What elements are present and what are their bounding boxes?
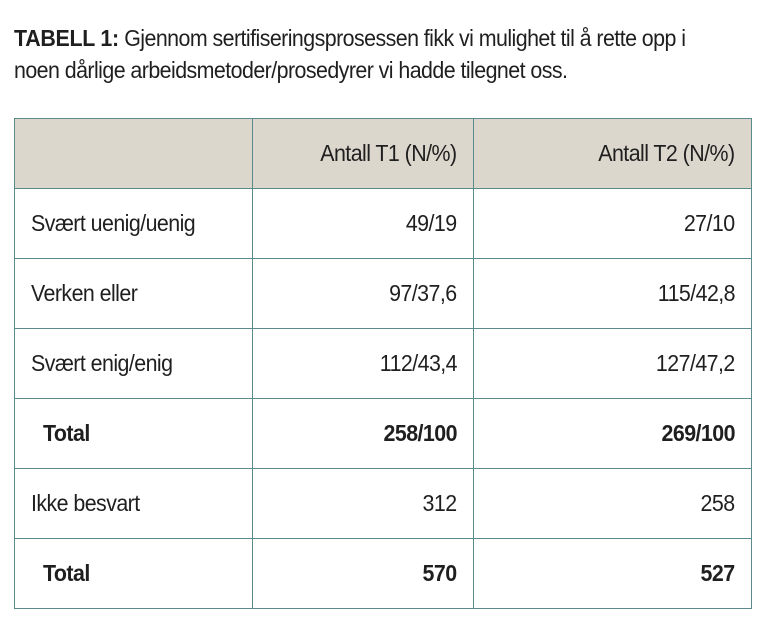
cell-t2: 269/100: [473, 398, 752, 469]
cell-t1: 312: [252, 468, 474, 539]
header-row: Antall T1 (N/%) Antall T2 (N/%): [14, 118, 752, 189]
data-table: Antall T1 (N/%) Antall T2 (N/%) Svært ue…: [14, 118, 752, 609]
header-blank: [14, 118, 253, 189]
row-label: Ikke besvart: [14, 468, 253, 539]
cell-t1: 49/19: [252, 188, 474, 259]
caption-lead: TABELL 1:: [14, 25, 119, 51]
cell-t2: 527: [473, 538, 752, 609]
cell-t2: 115/42,8: [473, 258, 752, 329]
header-t1-label: Antall T1 (N/%): [320, 140, 458, 166]
cell-t1: 112/43,4: [252, 328, 474, 399]
grand-total-row: Total 570 527: [14, 538, 752, 609]
table-caption: TABELL 1: Gjennom sertifiseringsprosesse…: [14, 22, 707, 86]
row-label: Svært enig/enig: [14, 328, 253, 399]
cell-t2: 127/47,2: [473, 328, 752, 399]
cell-t1: 97/37,6: [252, 258, 474, 329]
cell-t1: 258/100: [252, 398, 474, 469]
cell-t1: 570: [252, 538, 474, 609]
header-t2-label: Antall T2 (N/%): [598, 140, 736, 166]
row-label: Svært uenig/uenig: [14, 188, 253, 259]
table-row: Verken eller 97/37,6 115/42,8: [14, 258, 752, 329]
table-row: Ikke besvart 312 258: [14, 468, 752, 539]
total-row: Total 258/100 269/100: [14, 398, 752, 469]
header-t1: Antall T1 (N/%): [252, 118, 474, 189]
row-label: Total: [14, 398, 253, 469]
cell-t2: 258: [473, 468, 752, 539]
row-label: Total: [14, 538, 253, 609]
table-row: Svært enig/enig 112/43,4 127/47,2: [14, 328, 752, 399]
row-label: Verken eller: [14, 258, 253, 329]
table-row: Svært uenig/uenig 49/19 27/10: [14, 188, 752, 259]
caption-text: Gjennom sertifiseringsprosessen fikk vi …: [14, 25, 686, 83]
cell-t2: 27/10: [473, 188, 752, 259]
header-t2: Antall T2 (N/%): [473, 118, 752, 189]
